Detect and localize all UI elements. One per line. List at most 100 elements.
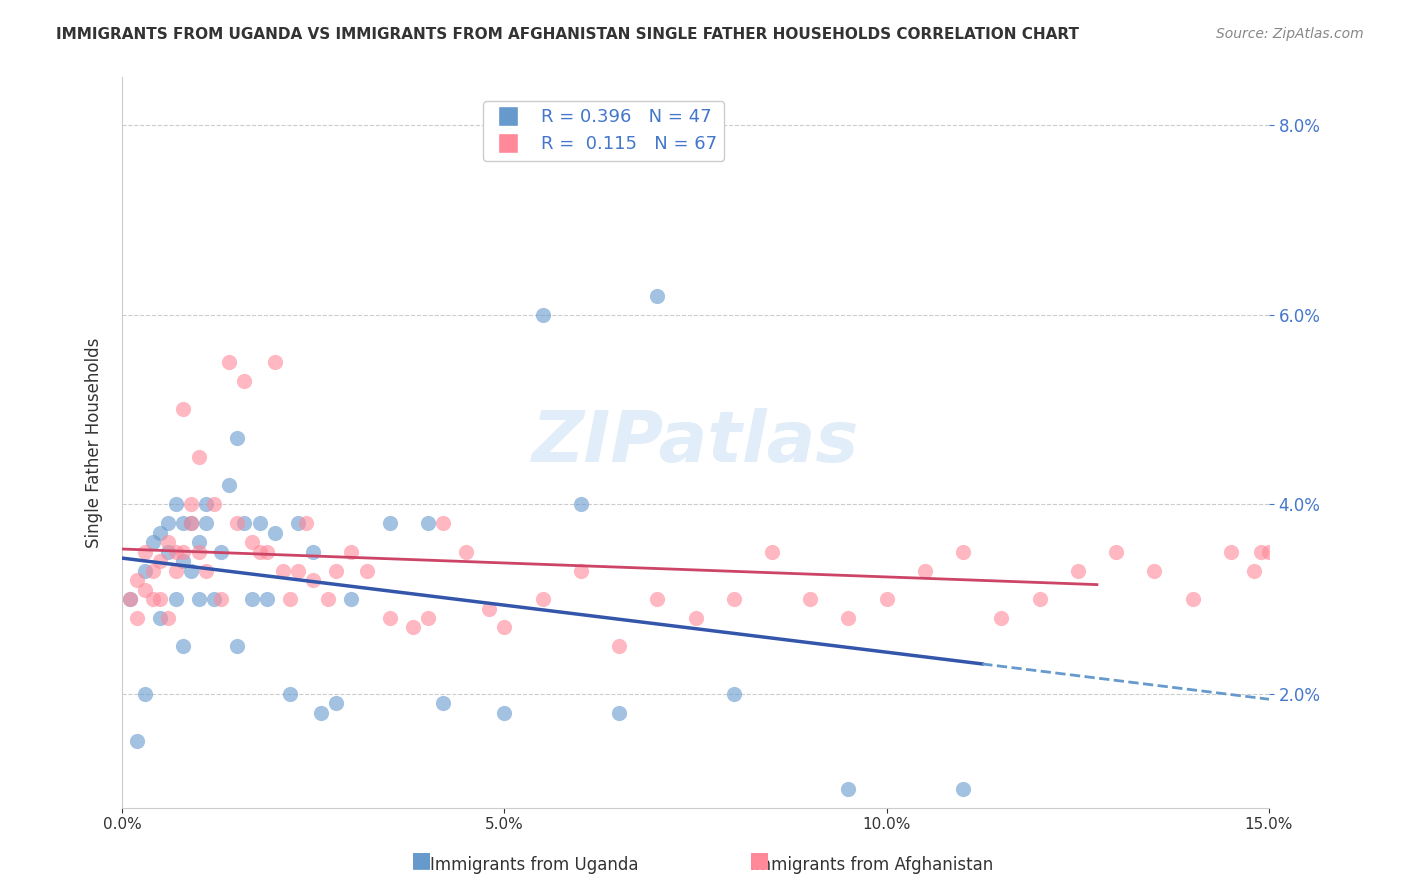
Point: [837, 781, 859, 796]
Point: [134, 544, 156, 558]
Text: ■: ■: [749, 850, 769, 870]
Point: [211, 544, 233, 558]
Point: [378, 611, 401, 625]
Point: [799, 592, 821, 607]
Point: [356, 564, 378, 578]
Point: [837, 611, 859, 625]
Point: [180, 516, 202, 531]
Point: [149, 525, 172, 540]
Point: [149, 554, 172, 568]
Point: [278, 592, 301, 607]
Point: [432, 697, 454, 711]
Text: IMMIGRANTS FROM UGANDA VS IMMIGRANTS FROM AFGHANISTAN SINGLE FATHER HOUSEHOLDS C: IMMIGRANTS FROM UGANDA VS IMMIGRANTS FRO…: [56, 27, 1080, 42]
Point: [1250, 544, 1272, 558]
Point: [165, 497, 187, 511]
Point: [287, 516, 309, 531]
Point: [318, 592, 340, 607]
Point: [240, 592, 263, 607]
Point: [127, 611, 149, 625]
Point: [569, 564, 592, 578]
Point: [134, 582, 156, 597]
Point: [118, 592, 141, 607]
Point: [118, 592, 141, 607]
Point: [432, 516, 454, 531]
Point: [1258, 544, 1281, 558]
Point: [607, 640, 630, 654]
Point: [127, 734, 149, 748]
Point: [142, 564, 165, 578]
Point: [165, 592, 187, 607]
Point: [249, 516, 271, 531]
Point: [134, 687, 156, 701]
Point: [127, 573, 149, 587]
Point: [202, 497, 225, 511]
Point: [180, 497, 202, 511]
Point: [142, 592, 165, 607]
Point: [1105, 544, 1128, 558]
Point: [165, 544, 187, 558]
Point: [172, 544, 194, 558]
Point: [914, 564, 936, 578]
Point: [531, 308, 554, 322]
Point: [172, 554, 194, 568]
Point: [225, 640, 247, 654]
Point: [218, 355, 240, 369]
Point: [287, 564, 309, 578]
Point: [172, 402, 194, 417]
Point: [195, 497, 218, 511]
Point: [309, 706, 332, 720]
Point: [256, 592, 278, 607]
Point: [264, 525, 287, 540]
Point: [149, 611, 172, 625]
Point: [456, 544, 478, 558]
Point: [1219, 544, 1241, 558]
Point: [340, 544, 363, 558]
Point: [271, 564, 294, 578]
Point: [990, 611, 1012, 625]
Point: [1143, 564, 1166, 578]
Point: [225, 516, 247, 531]
Point: [202, 592, 225, 607]
Point: [569, 497, 592, 511]
Point: [180, 564, 202, 578]
Point: [156, 535, 179, 549]
Text: Source: ZipAtlas.com: Source: ZipAtlas.com: [1216, 27, 1364, 41]
Point: [172, 516, 194, 531]
Point: [165, 564, 187, 578]
Text: Immigrants from Uganda: Immigrants from Uganda: [430, 856, 638, 874]
Point: [187, 535, 209, 549]
Point: [195, 516, 218, 531]
Point: [156, 611, 179, 625]
Point: [134, 564, 156, 578]
Point: [1181, 592, 1204, 607]
Point: [278, 687, 301, 701]
Point: [233, 516, 256, 531]
Point: [325, 697, 347, 711]
Legend: R = 0.396   N = 47, R =  0.115   N = 67: R = 0.396 N = 47, R = 0.115 N = 67: [484, 101, 724, 161]
Point: [172, 640, 194, 654]
Point: [156, 544, 179, 558]
Point: [378, 516, 401, 531]
Point: [1067, 564, 1090, 578]
Point: [233, 374, 256, 388]
Point: [180, 516, 202, 531]
Y-axis label: Single Father Households: Single Father Households: [86, 337, 103, 548]
Point: [401, 620, 423, 634]
Point: [256, 544, 278, 558]
Point: [302, 544, 325, 558]
Point: [325, 564, 347, 578]
Point: [249, 544, 271, 558]
Point: [225, 431, 247, 445]
Point: [494, 620, 516, 634]
Point: [494, 706, 516, 720]
Point: [685, 611, 707, 625]
Point: [416, 611, 439, 625]
Point: [1028, 592, 1050, 607]
Point: [142, 535, 165, 549]
Point: [149, 592, 172, 607]
Point: [645, 288, 668, 302]
Point: [302, 573, 325, 587]
Point: [761, 544, 783, 558]
Point: [156, 516, 179, 531]
Point: [294, 516, 316, 531]
